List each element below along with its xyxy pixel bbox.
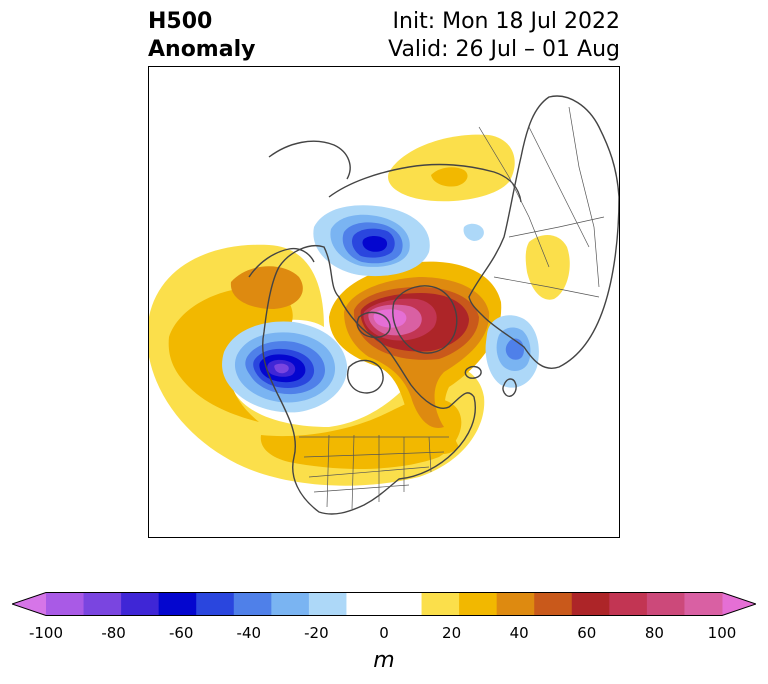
colorbar-cell: [496, 592, 535, 616]
colorbar-cell: [83, 592, 122, 616]
colorbar-cell: [158, 592, 197, 616]
colorbar-cell: [308, 592, 347, 616]
anomaly-map: [148, 66, 620, 538]
colorbar-cell: [571, 592, 610, 616]
map-canvas: [149, 95, 619, 515]
colorbar-tick-label: 60: [577, 624, 597, 642]
contour-neg20-siberia: [463, 223, 484, 241]
contour-90m-center: [373, 309, 407, 328]
colorbar-cell: [459, 592, 498, 616]
colorbar-tick-label: -80: [101, 624, 126, 642]
colorbar-cell: [534, 592, 573, 616]
colorbar-unit: m: [373, 648, 395, 673]
coastlines: [248, 95, 619, 515]
colorbar-tick-label: -100: [28, 624, 64, 642]
negative-anomalies: [222, 205, 539, 413]
colorbar-extend-min: [12, 592, 46, 616]
alaska-coast: [248, 247, 315, 278]
colorbar-cells: [12, 592, 756, 616]
colorbar-tick-label: 20: [442, 624, 462, 642]
colorbar-tick-label: -20: [304, 624, 329, 642]
colorbar-cell: [233, 592, 272, 616]
field-name: H500: [148, 9, 213, 34]
colorbar-cell: [121, 592, 160, 616]
colorbar-tick-label: -60: [168, 624, 194, 642]
contour-neg80-canada: [274, 363, 289, 374]
colorbar-cell: [421, 592, 460, 616]
colorbar-extend-max: [722, 592, 756, 616]
colorbar-cell: [684, 592, 723, 616]
arctic-islands-coast: [356, 311, 391, 339]
contour-30m-siberia: [431, 167, 468, 187]
colorbar-tick-label: 80: [644, 624, 664, 642]
siberia-coast: [328, 163, 522, 203]
chukotka-coast: [268, 140, 351, 180]
hudson-bay-coast: [347, 359, 384, 394]
colorbar-cell: [46, 592, 85, 616]
iceland-coast: [464, 365, 482, 379]
colorbar-tick-label: 0: [379, 624, 389, 642]
field-type: Anomaly: [148, 37, 256, 62]
colorbar-tick-label: 100: [707, 624, 737, 642]
contour-30m-west: [168, 287, 293, 422]
colorbar: [12, 592, 756, 616]
colorbar-cell: [384, 592, 423, 616]
contour-40m-gulf-alaska: [230, 266, 303, 309]
plot-title-left: H500 Anomaly: [148, 8, 255, 64]
uk-coast: [502, 378, 517, 397]
colorbar-cell: [346, 592, 385, 616]
north-america-coast: [262, 245, 476, 515]
greenland-coast: [392, 285, 458, 354]
eurasia-coast: [468, 95, 619, 369]
valid-period: Valid: 26 Jul – 01 Aug: [388, 37, 620, 62]
colorbar-tick-label: 40: [509, 624, 529, 642]
colorbar-cell: [196, 592, 235, 616]
colorbar-cell: [271, 592, 310, 616]
colorbar-cell: [609, 592, 648, 616]
contour-20m-east-asia: [525, 235, 570, 300]
plot-title-right: Init: Mon 18 Jul 2022 Valid: 26 Jul – 01…: [388, 8, 620, 64]
state-borders: [299, 106, 605, 510]
colorbar-tick-label: -40: [236, 624, 262, 642]
contour-neg60-arctic: [362, 236, 388, 252]
init-date: Init: Mon 18 Jul 2022: [392, 9, 620, 34]
colorbar-cell: [646, 592, 685, 616]
positive-anomalies: [149, 134, 570, 486]
colorbar-outline: [12, 592, 756, 616]
